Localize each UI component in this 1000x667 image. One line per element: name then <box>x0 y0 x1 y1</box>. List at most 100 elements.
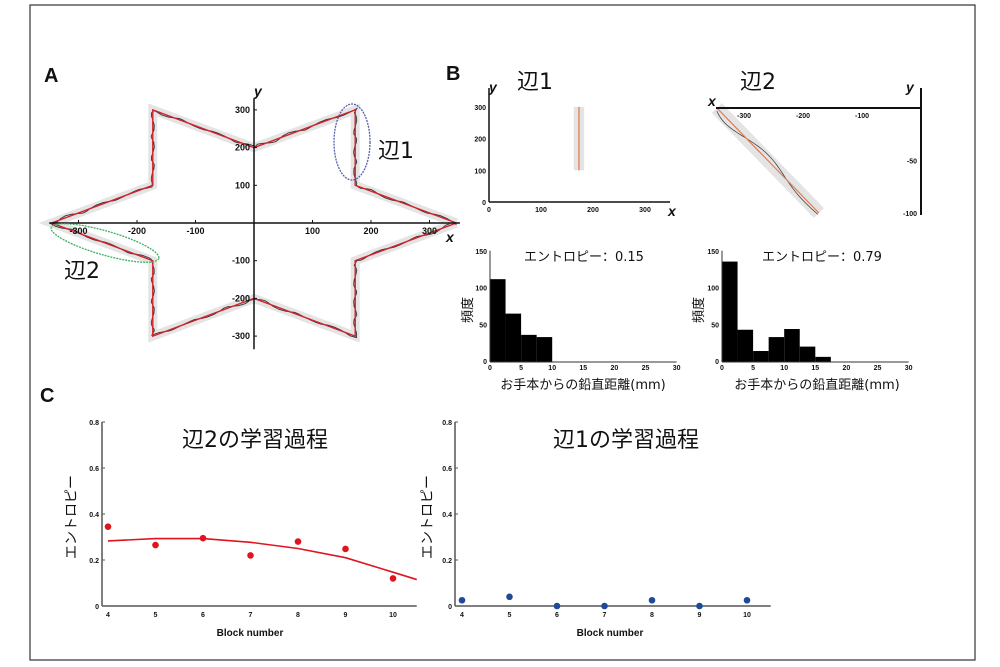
x-tick-label: 25 <box>642 365 650 372</box>
histogram-bar <box>737 329 754 362</box>
hist2-ylabel: 頻度 <box>691 297 707 323</box>
axis-label-x: x <box>445 229 455 245</box>
y-tick-label: -200 <box>232 293 250 303</box>
x-tick-label: 10 <box>548 365 556 372</box>
y-tick-label: 0.8 <box>442 420 452 427</box>
x-tick-label: 8 <box>296 612 300 619</box>
x-tick-label: 0 <box>488 365 492 372</box>
axis-label-y: y <box>253 83 263 99</box>
y-tick-label: 300 <box>474 105 486 112</box>
x-tick-label: 10 <box>780 365 788 372</box>
hist1-title: エントロピー：0.15 <box>524 250 644 265</box>
x-tick-label: -300 <box>69 226 87 236</box>
histogram-bar <box>521 334 537 362</box>
x-tick-label: 6 <box>201 612 205 619</box>
y-tick-label: 0 <box>482 200 486 207</box>
x-tick-label: -100 <box>855 113 869 120</box>
data-point <box>648 596 656 604</box>
x-tick-label: 15 <box>811 365 819 372</box>
x-tick-label: 10 <box>743 612 751 619</box>
annotation-side1: 辺1 <box>378 139 414 164</box>
x-tick-label: 4 <box>460 612 464 619</box>
axis-label-y: y <box>488 79 498 95</box>
x-tick-label: -300 <box>737 113 751 120</box>
data-point <box>342 545 349 553</box>
x-tick-label: 200 <box>587 207 599 214</box>
c1-xlabel: Block number <box>577 628 644 639</box>
data-point <box>389 575 397 582</box>
drawn-trace <box>716 110 819 215</box>
x-tick-label: 5 <box>508 612 512 619</box>
y-tick-label: 50 <box>711 322 719 329</box>
axis-label-x: x <box>667 203 677 219</box>
x-tick-label: 300 <box>639 207 651 214</box>
y-tick-label: 0.6 <box>89 466 99 473</box>
y-tick-label: 0.2 <box>89 558 99 565</box>
histogram-bar <box>784 329 800 362</box>
x-tick-label: -200 <box>796 113 810 120</box>
x-tick-label: 100 <box>535 207 547 214</box>
side2-trace-plot: 辺2 x y -300 -200 -100 -50 -100 <box>707 70 922 218</box>
y-tick-label: 0.4 <box>89 512 99 519</box>
y-tick-label: -100 <box>232 256 250 266</box>
panel-label-b: B <box>446 63 460 85</box>
y-tick-label: 0.8 <box>89 420 99 427</box>
histogram-bar <box>722 261 738 362</box>
x-tick-label: -200 <box>128 226 146 236</box>
y-tick-label: 200 <box>474 137 486 144</box>
y-tick-label: -100 <box>903 211 917 218</box>
data-point <box>743 596 751 604</box>
y-tick-label: 150 <box>707 249 719 256</box>
hist2-xlabel: お手本からの鉛直距離(mm) <box>734 378 899 393</box>
x-tick-label: 6 <box>555 612 559 619</box>
annotation-side2: 辺2 <box>64 259 100 284</box>
c1-ylabel: エントロピー <box>420 475 436 559</box>
c1-title: 辺1の学習過程 <box>553 428 699 453</box>
data-point <box>696 602 703 610</box>
y-tick-label: 100 <box>474 168 486 175</box>
side1-title: 辺1 <box>517 70 553 95</box>
data-point <box>294 538 302 545</box>
learning-curve-side1: 辺1の学習過程 エントロピー Block number 4 5 6 7 8 9 10 0 0.2… <box>420 420 771 639</box>
fit-curve <box>107 537 417 581</box>
x-tick-label: 100 <box>305 226 320 236</box>
x-tick-label: 8 <box>650 612 654 619</box>
histogram-side2: エントロピー：0.79 頻度 お手本からの鉛直距離(mm) 0 5 10 15 20 25… <box>691 249 913 393</box>
y-tick-label: 0 <box>95 604 99 611</box>
histogram-side1: エントロピー：0.15 頻度 お手本からの鉛直距離(mm) 0 5 10 15 20 25… <box>460 249 681 393</box>
x-tick-label: 20 <box>843 365 851 372</box>
y-tick-label: -50 <box>907 159 917 166</box>
y-tick-label: 200 <box>235 143 250 153</box>
axis-label-y: y <box>905 79 915 95</box>
y-tick-label: 100 <box>235 180 250 190</box>
x-tick-label: 30 <box>905 365 913 372</box>
data-point <box>199 534 207 542</box>
histogram-bar <box>799 346 816 362</box>
histogram-bar <box>768 337 785 362</box>
data-point <box>601 602 608 610</box>
panel-label-c: C <box>40 385 54 407</box>
histogram-bar <box>505 313 522 362</box>
y-tick-label: 0 <box>483 359 487 366</box>
axis-label-x: x <box>707 93 717 109</box>
c2-xlabel: Block number <box>217 628 284 639</box>
panel-label-a: A <box>44 65 58 87</box>
side2-highlight-ellipse <box>50 223 160 263</box>
y-tick-label: 100 <box>475 286 487 293</box>
x-tick-label: 5 <box>751 365 755 372</box>
y-tick-label: 150 <box>475 249 487 256</box>
figure-frame <box>29 4 976 661</box>
x-tick-label: 200 <box>363 226 378 236</box>
data-point <box>152 541 159 549</box>
data-point <box>553 602 561 610</box>
x-tick-label: 5 <box>519 365 523 372</box>
x-tick-label: 30 <box>673 365 681 372</box>
x-tick-label: 4 <box>106 612 110 619</box>
data-point <box>104 523 112 530</box>
y-tick-label: -300 <box>232 331 250 341</box>
histogram-bar <box>753 351 769 362</box>
y-tick-label: 300 <box>235 105 250 115</box>
learning-curve-side2: 辺2の学習過程 エントロピー Block number 4 5 6 7 8 9 10 0 0.2… <box>64 420 417 639</box>
x-tick-label: 0 <box>720 365 724 372</box>
